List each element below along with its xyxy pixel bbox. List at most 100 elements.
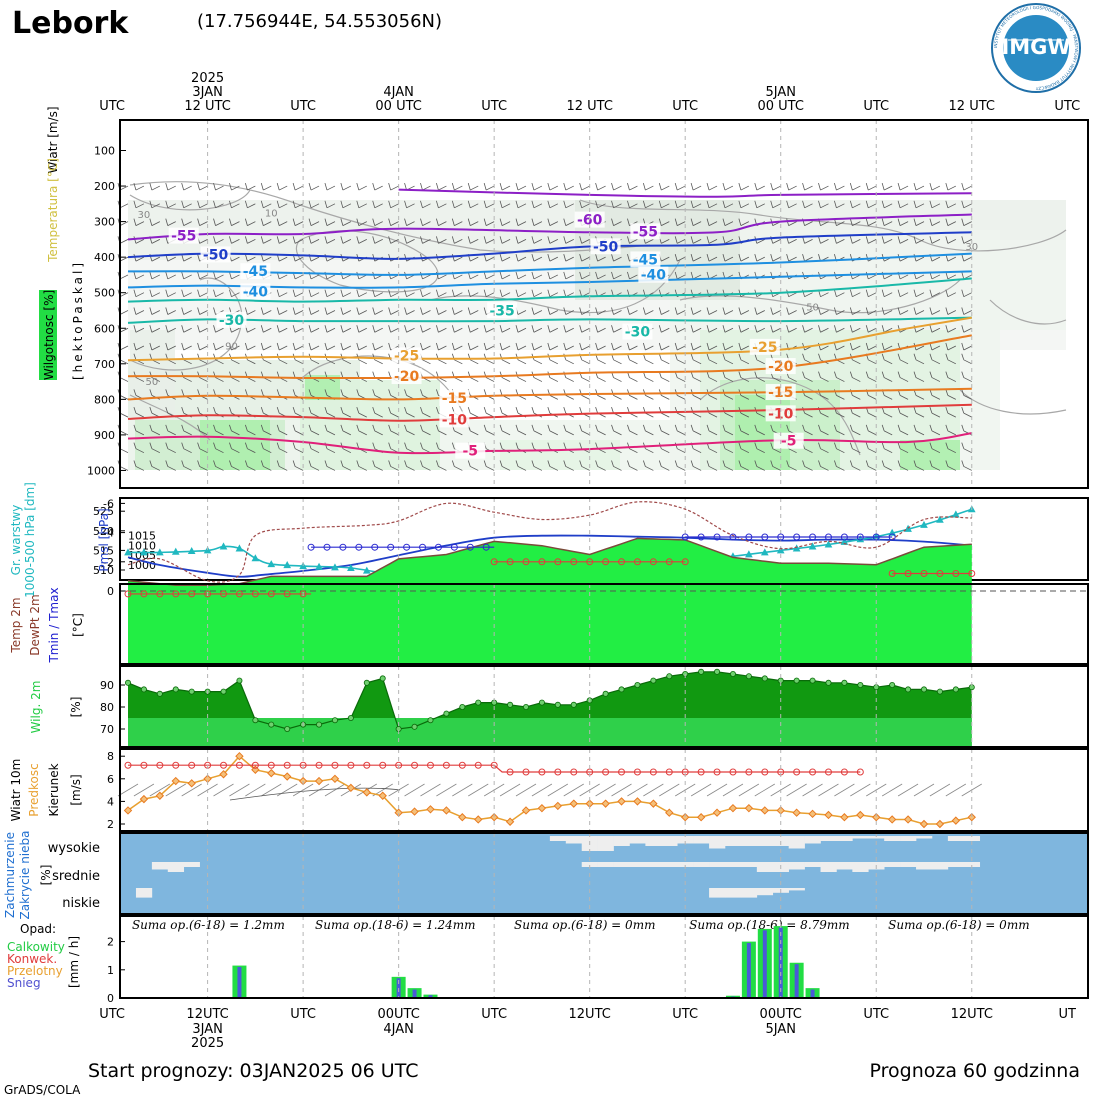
isotherm-label: -10 [768, 406, 794, 422]
wind-barb [772, 310, 781, 315]
wind-barb [549, 359, 559, 365]
wind-barb [947, 394, 957, 400]
wind-barb-flag [849, 325, 853, 333]
label-cloud-pct: [%] [39, 865, 53, 886]
bottom-time-axis: UTC 12UTC UTC 00UTC UTC 12UTC UTC 00UTC UTC 12UTC… [99, 1007, 1076, 1051]
wind-barb [326, 345, 336, 351]
wind-barb-flag [658, 200, 662, 208]
wind-barb [326, 310, 336, 315]
wind-barb-flag [388, 424, 392, 432]
wind-barb [820, 327, 829, 333]
wind-barb-flag [579, 325, 583, 333]
wind-barb [724, 203, 734, 209]
wind-barb [231, 466, 240, 471]
tmin-marker [777, 533, 785, 541]
wind-barb [852, 466, 861, 471]
wind-barb [454, 256, 463, 262]
wind-barb-flag [802, 353, 805, 360]
wind-barb-flag [945, 442, 949, 449]
wind-barb [565, 377, 574, 382]
wind-barb [915, 292, 925, 298]
wind-barb-flag [197, 442, 200, 449]
wind-barb [310, 239, 320, 244]
wind-barb [438, 203, 447, 209]
wind-barb-flag [149, 342, 153, 351]
thickness-marker [203, 546, 212, 554]
wind-barb-flag [849, 236, 853, 244]
upper-y-tick-label: 100 [94, 145, 115, 158]
wind-barb [533, 394, 543, 400]
wind-barb-flag [213, 271, 216, 280]
wind-barb-flag [436, 182, 439, 191]
wind-barb [390, 185, 399, 191]
tmax-marker [299, 590, 307, 598]
wind-barb [517, 256, 527, 262]
wind-barb-flag [420, 424, 423, 432]
wind-barb [406, 292, 415, 298]
tmax-marker [681, 558, 689, 566]
wind-barb [963, 345, 972, 351]
wind-barb [135, 377, 145, 382]
wind-barb-flag [929, 342, 933, 351]
wind-barb [677, 466, 686, 471]
wind-barb-flag [754, 424, 758, 432]
wind-barb [263, 239, 272, 244]
wind-barb [215, 203, 224, 209]
wind-barb-flag [786, 200, 790, 208]
wind-barb-flag [372, 442, 376, 449]
wind-barb [852, 185, 861, 191]
wind-barb [151, 430, 161, 436]
humidity-marker [809, 677, 816, 684]
wind-barb-flag [181, 342, 185, 351]
wind-barb-flag [340, 236, 344, 244]
wind-barb [868, 185, 877, 191]
wind-barb-flag [658, 353, 662, 360]
wind-barb [135, 345, 145, 351]
wind-barb-flag [213, 424, 216, 432]
isotherm-label-bg [439, 411, 470, 428]
wind-direction-barb [659, 783, 680, 797]
tmin-marker [888, 533, 896, 541]
wind-direction-barb [515, 783, 537, 797]
wind-barb [135, 221, 145, 226]
wind-barb [756, 310, 765, 315]
dewpoint-line [127, 501, 972, 583]
wind-barb-flag [849, 371, 853, 378]
wind-barb-flag [436, 389, 439, 396]
wind-barb-flag [722, 353, 726, 360]
wind-barb [470, 239, 479, 244]
wind-barb [708, 448, 718, 454]
wind-barb [263, 466, 272, 471]
wind-barb-flag [738, 182, 742, 191]
wind-direction-barb [547, 783, 569, 797]
wind-barb [613, 345, 622, 351]
wind-barb [119, 292, 129, 298]
wind-barb-flag [276, 442, 280, 449]
wind-barb [788, 448, 797, 454]
wind-barb-flag [483, 460, 487, 467]
wind-barb [533, 345, 543, 351]
wind-barb-flag [674, 236, 678, 244]
wind-barb [199, 221, 208, 226]
wind-barb-flag [563, 424, 567, 432]
wind-barb-flag [611, 424, 614, 432]
wind-barb-flag [165, 342, 169, 351]
wind-barb [438, 292, 447, 298]
wind-direction-barb [818, 783, 839, 797]
wind-barb [836, 185, 845, 191]
wind-barb-flag [531, 271, 535, 280]
wind-tick: 8 [107, 750, 114, 763]
wind-barb-flag [324, 218, 328, 226]
wind-barb-flag [961, 218, 965, 226]
wind-barb [947, 256, 957, 262]
wind-barb-flag [292, 442, 296, 449]
isotherm-label-bg [749, 338, 780, 355]
thickness-marker [792, 544, 801, 552]
tmin-marker [371, 543, 379, 551]
humidity-shading [305, 375, 340, 400]
wind-barb-flag [244, 442, 248, 449]
wind-barb [279, 239, 288, 244]
wind-barb-flag [929, 307, 933, 315]
isotherm-m35 [127, 277, 972, 303]
isotherm-label: -50 [203, 247, 229, 263]
